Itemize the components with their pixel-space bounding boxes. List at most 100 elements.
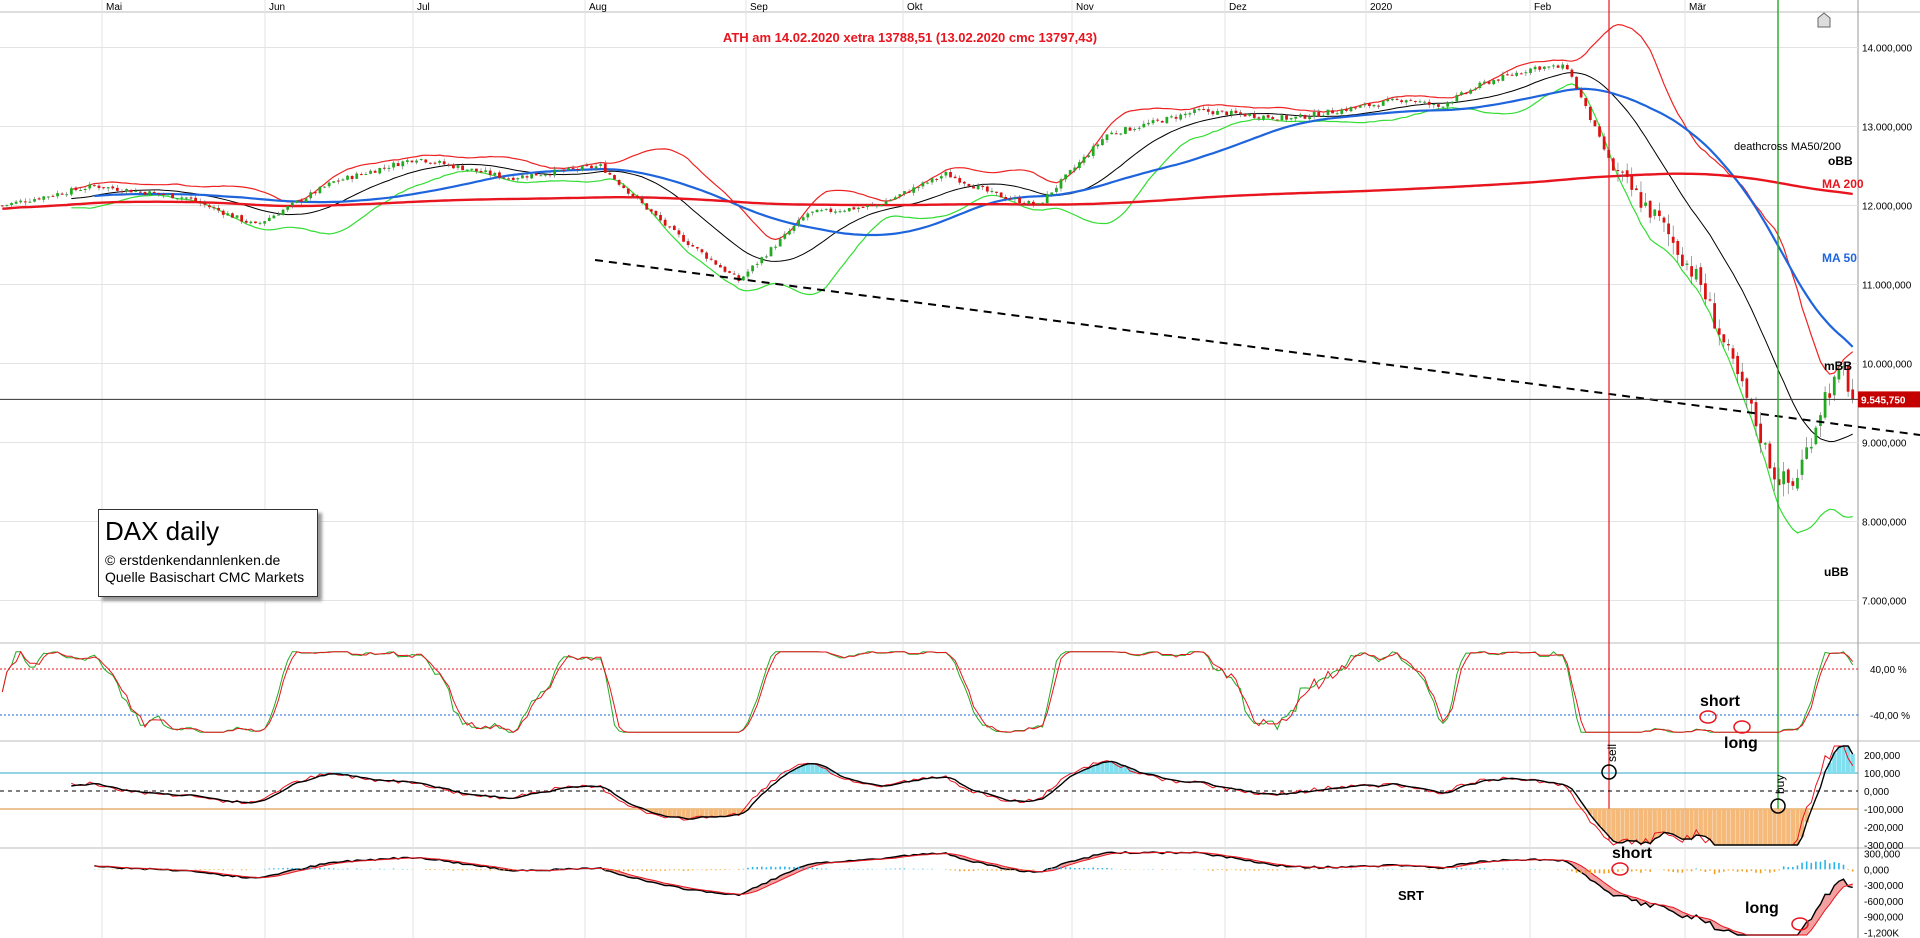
candle-body (829, 208, 833, 212)
candle-body (870, 205, 874, 207)
candle-body (102, 187, 105, 189)
candle-body (820, 210, 824, 212)
candle-body (811, 211, 814, 213)
candle-body (962, 181, 966, 184)
candle-body (290, 202, 294, 206)
candle-body (1400, 100, 1403, 103)
candle-body (447, 164, 451, 166)
home-icon (1817, 12, 1831, 28)
stoch-k-line (1, 651, 1854, 733)
sell-marker (1601, 764, 1617, 780)
candle-body (857, 207, 860, 210)
srt-long-label: long (1745, 900, 1779, 917)
candle-body (1832, 376, 1836, 396)
candle-body (921, 182, 925, 187)
candle-body (626, 188, 630, 194)
candle-body (797, 220, 800, 226)
srt-tick-label: -900,000 (1864, 913, 1904, 924)
candle-body (907, 191, 911, 193)
candle-body (861, 206, 865, 208)
candle-body (1202, 109, 1206, 111)
candle-body (1584, 98, 1588, 107)
candle-body (852, 207, 856, 210)
candle-body (1335, 113, 1339, 115)
ma50-line (94, 87, 1854, 348)
candle-body (1814, 427, 1818, 445)
candle-body (1036, 203, 1040, 205)
candle-body (1460, 92, 1463, 95)
candle-body (1027, 201, 1031, 204)
upper-bollinger-band (71, 23, 1854, 375)
candle-body (1538, 66, 1542, 70)
candle-body (1252, 113, 1256, 118)
candle-body (507, 178, 511, 180)
srt-name-label: SRT (1398, 888, 1424, 903)
buy-label: buy (1773, 775, 1787, 794)
candle-body (1243, 113, 1247, 117)
candle-body (1133, 129, 1137, 131)
osc-tick-label: -200,000 (1864, 823, 1904, 834)
candle-body (912, 187, 916, 193)
candle-body (788, 230, 791, 235)
candle-body (410, 160, 414, 163)
srt-short-label: short (1612, 845, 1653, 862)
candle-body (1414, 100, 1417, 103)
candle-body (433, 162, 437, 164)
candle-body (1763, 443, 1767, 445)
candle-body (742, 276, 745, 281)
candle-body (1754, 402, 1758, 427)
srt-tick-label: 300,000 (1864, 850, 1901, 861)
osc-tick-label: -100,000 (1864, 805, 1904, 816)
last-price-label: 9.545,750 (1861, 395, 1906, 406)
candle-body (838, 211, 842, 213)
candle-body (1676, 241, 1680, 255)
candle-body (580, 165, 584, 171)
candle-body (866, 205, 870, 207)
candle-body (1331, 110, 1334, 114)
candle-body (1565, 65, 1569, 70)
candle-body (189, 197, 193, 199)
candle-body (585, 165, 589, 167)
candle-body (277, 214, 280, 216)
trend-line (594, 259, 1920, 436)
candle-body (981, 185, 985, 188)
candle-body (1395, 98, 1399, 100)
candle-body (1091, 146, 1095, 156)
candle-body (976, 185, 980, 190)
candle-body (1630, 175, 1634, 190)
candle-body (1289, 118, 1293, 120)
candle-body (608, 172, 612, 175)
candle-body (1068, 170, 1072, 175)
candle-body (668, 226, 672, 228)
candle-body (1239, 112, 1242, 115)
candle-body (295, 200, 299, 203)
candle-body (746, 271, 750, 277)
candle-body (470, 168, 474, 170)
month-label: Jun (269, 2, 285, 13)
candle-body (1110, 132, 1113, 135)
candle-body (5, 204, 9, 206)
candle-body (898, 194, 902, 197)
candle-body (1271, 117, 1275, 119)
candle-body (834, 211, 837, 213)
candle-body (1013, 197, 1017, 199)
candle-body (1722, 334, 1726, 343)
candle-body (714, 260, 718, 265)
candle-body (10, 203, 13, 206)
candle-body (258, 222, 262, 224)
candle-body (847, 208, 851, 212)
candle-body (129, 189, 133, 193)
candle-body (1478, 82, 1482, 88)
candle-body (300, 200, 303, 202)
candle-body (14, 201, 18, 204)
candle-body (778, 238, 782, 247)
candle-body (686, 241, 690, 246)
candle-body (240, 215, 244, 222)
candle-body (1087, 155, 1090, 158)
info-copyright: © erstdenkendannlenken.de (105, 552, 281, 568)
candle-body (723, 266, 727, 272)
candle-body (806, 213, 810, 218)
candle-body (254, 221, 257, 224)
candle-body (590, 165, 593, 169)
candle-body (185, 197, 188, 199)
